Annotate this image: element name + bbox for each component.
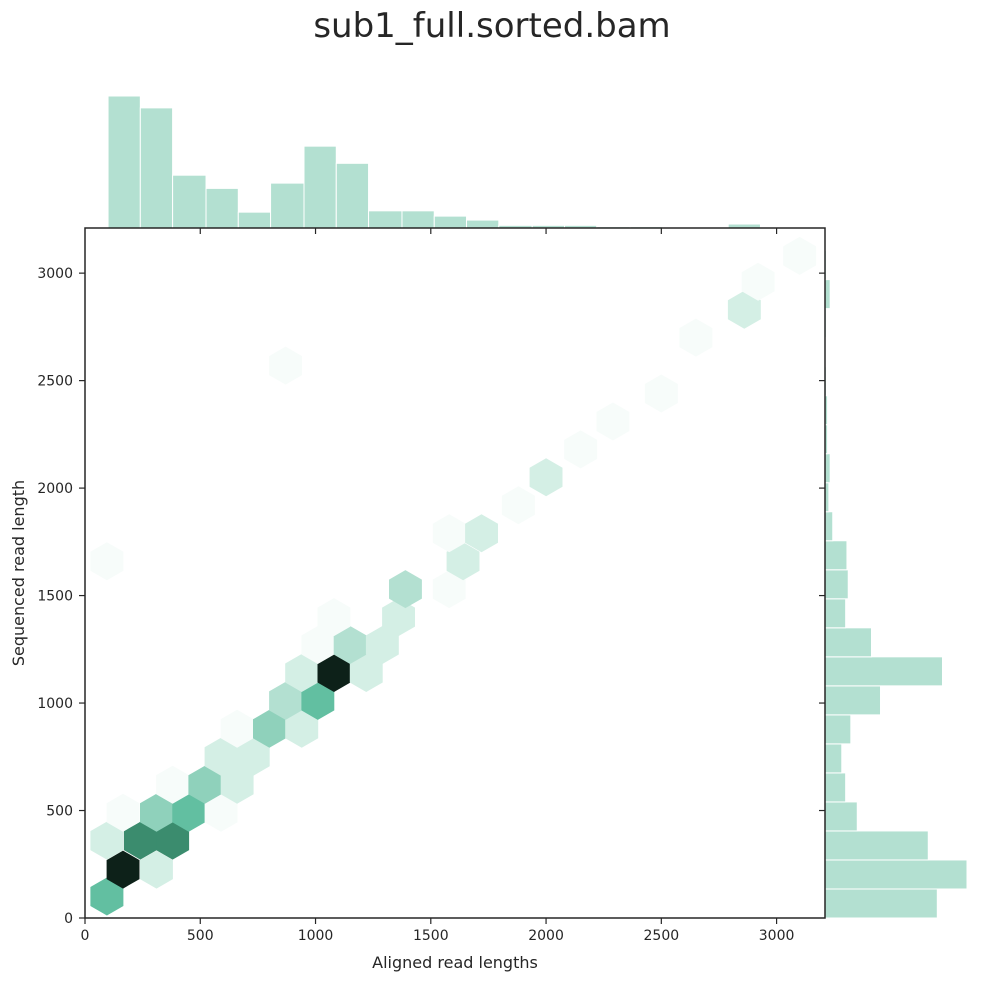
top-histogram-bar-8 — [368, 210, 403, 229]
right-histogram-bar-11 — [824, 569, 849, 600]
hexbin-plot-area — [90, 236, 817, 916]
right-histogram-bar-12 — [824, 540, 848, 571]
right-marginal-histogram — [824, 250, 968, 919]
hexbin-cell-36 — [596, 402, 630, 441]
top-histogram-bar-11 — [466, 219, 500, 229]
hexbin-cell-17 — [285, 709, 319, 748]
top-marginal-histogram — [107, 95, 761, 229]
main-axes-frame — [84, 227, 826, 919]
y-tick-label-0: 0 — [64, 911, 73, 927]
top-marginal-ticks — [199, 228, 778, 234]
hexbin-cell-22 — [349, 654, 383, 692]
top-histogram-bar-3 — [205, 187, 239, 229]
hexbin-cell-31 — [432, 514, 466, 553]
hexbin-cell-32 — [465, 514, 498, 553]
hexbin-cell-2 — [140, 850, 173, 889]
hexbin-cell-19 — [301, 681, 335, 720]
y-axis-label: Sequenced read length — [9, 480, 28, 666]
top-histogram-bar-2 — [172, 174, 207, 229]
hexbin-cell-12 — [220, 765, 254, 804]
right-histogram-bar-10 — [824, 598, 847, 629]
y-axis: 0 500 1000 1500 2000 2500 3000 — [37, 266, 85, 927]
hexbin-cell-20 — [285, 654, 319, 692]
x-tick-label-3: 1500 — [413, 928, 449, 944]
hexbin-cell-0 — [90, 877, 124, 916]
right-histogram-bar-15 — [824, 453, 831, 484]
hexbin-cell-8 — [172, 793, 206, 832]
right-histogram-bar-5 — [824, 743, 843, 774]
x-tick-label-6: 3000 — [759, 928, 795, 944]
hexbin-cell-41 — [783, 236, 817, 275]
hexbin-cell-29 — [432, 570, 466, 609]
top-histogram-bar-7 — [335, 162, 370, 229]
y-tick-label-3: 1500 — [37, 589, 73, 605]
hexbin-cell-6 — [106, 793, 140, 832]
x-tick-label-5: 2500 — [644, 928, 680, 944]
right-histogram-bar-0 — [824, 888, 938, 919]
top-histogram-bar-6 — [303, 145, 337, 229]
hexbin-cell-7 — [140, 793, 173, 832]
hexbin-cell-23 — [301, 626, 335, 664]
hexbin-cell-38 — [679, 318, 713, 357]
top-histogram-bar-4 — [237, 211, 272, 229]
hexbin-cell-16 — [253, 709, 286, 748]
hexbin-cell-28 — [389, 570, 422, 609]
hexbin-cell-3 — [90, 821, 124, 860]
hexbin-cell-11 — [188, 765, 222, 804]
right-histogram-bar-21 — [824, 279, 831, 310]
hexbin-cell-9 — [204, 793, 238, 832]
hexbin-cell-24 — [333, 626, 367, 664]
hexbin-cell-13 — [204, 737, 238, 776]
hexbin-cell-25 — [365, 626, 399, 664]
hexbin-cell-5 — [156, 821, 190, 860]
x-tick-label-0: 0 — [81, 928, 90, 944]
y-tick-label-6: 3000 — [37, 266, 73, 282]
hexbin-cell-27 — [382, 598, 415, 637]
x-tick-label-2: 1000 — [298, 928, 334, 944]
right-histogram-bar-6 — [824, 714, 852, 745]
right-histogram-bar-8 — [824, 656, 943, 687]
right-histogram-bar-9 — [824, 627, 872, 658]
x-tick-label-4: 2000 — [528, 928, 564, 944]
hexbin-cell-43 — [90, 542, 124, 581]
chart-title: sub1_full.sorted.bam — [313, 6, 670, 46]
y-tick-label-4: 2000 — [37, 481, 73, 497]
hexbin-cell-33 — [501, 486, 535, 525]
hexbin-cell-1 — [106, 850, 140, 889]
right-histogram-bar-4 — [824, 772, 847, 803]
top-histogram-bar-0 — [107, 95, 141, 229]
hexbin-cell-15 — [220, 709, 254, 748]
hexbin-cell-37 — [644, 374, 678, 413]
right-histogram-bar-13 — [824, 511, 834, 542]
right-histogram-bar-3 — [824, 801, 858, 832]
x-axis: 0 500 1000 1500 2000 2500 3000 — [81, 918, 795, 944]
hexbin-cell-21 — [317, 654, 351, 692]
hexbin-cell-26 — [317, 598, 351, 637]
y-tick-label-2: 1000 — [37, 696, 73, 712]
hexbin-cell-10 — [156, 765, 190, 804]
hexbin-cell-18 — [269, 681, 302, 720]
hexbin-cell-34 — [529, 458, 563, 497]
top-histogram-bar-10 — [433, 215, 468, 229]
hexbin-cell-14 — [236, 737, 270, 776]
right-histogram-bar-2 — [824, 830, 929, 861]
x-tick-label-1: 500 — [187, 928, 214, 944]
top-histogram-bar-1 — [139, 107, 174, 229]
top-histogram-bar-9 — [401, 210, 435, 229]
hexbin-cell-30 — [446, 542, 480, 581]
hexbin-cell-40 — [741, 262, 775, 301]
right-marginal-ticks — [819, 272, 825, 812]
hexbin-cell-39 — [727, 290, 761, 329]
hexbin-cell-35 — [564, 430, 598, 469]
right-histogram-bar-1 — [824, 859, 968, 890]
right-histogram-bar-7 — [824, 685, 882, 716]
y-tick-label-5: 2500 — [37, 374, 73, 390]
hexbin-cell-4 — [123, 821, 157, 860]
top-histogram-bar-5 — [270, 182, 305, 229]
x-axis-label: Aligned read lengths — [372, 953, 538, 972]
hexbin-cell-42 — [269, 346, 302, 385]
y-tick-label-1: 500 — [46, 804, 73, 820]
